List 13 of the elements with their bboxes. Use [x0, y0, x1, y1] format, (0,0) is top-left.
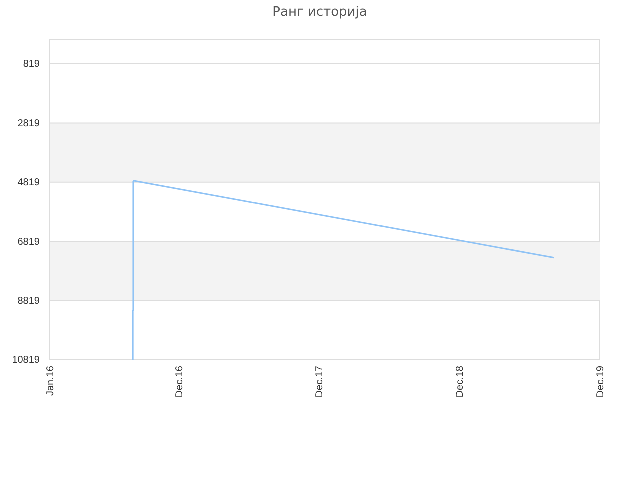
y-tick-label: 819	[23, 59, 40, 70]
y-tick-label: 2819	[18, 118, 40, 130]
y-tick-label: 6819	[18, 236, 40, 248]
x-tick-label: Dec.18	[455, 366, 466, 398]
chart-title: Ранг историја	[272, 5, 368, 20]
x-tick-label: Dec.19	[596, 366, 606, 398]
line-series	[132, 180, 555, 361]
x-tick-label: Jan.16	[46, 366, 56, 396]
x-tick-label: Dec.17	[314, 366, 326, 398]
y-tick-label: 10819	[12, 355, 40, 366]
x-tick-label: Dec.16	[174, 366, 186, 398]
y-tick-label: 8819	[18, 296, 40, 307]
y-tick-label: 4819	[18, 178, 40, 189]
